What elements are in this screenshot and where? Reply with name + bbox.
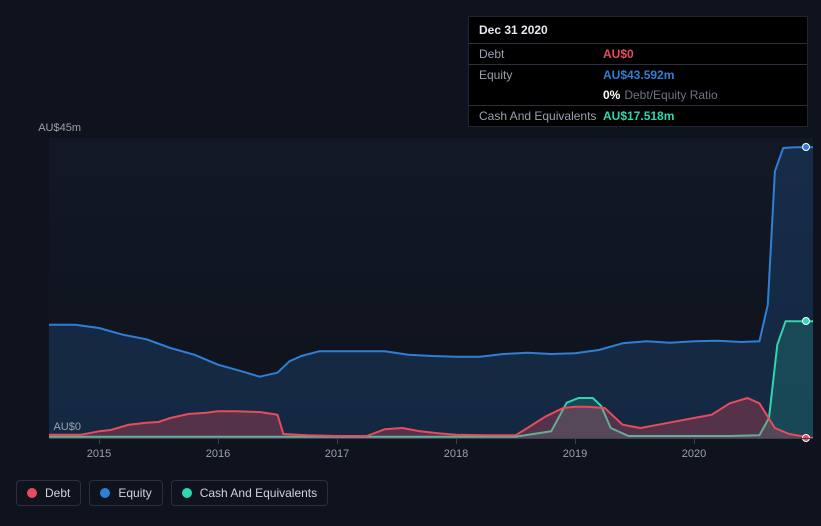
tooltip-row-label: Debt	[479, 47, 603, 61]
tooltip-ratio-pct: 0%	[603, 88, 620, 102]
tooltip-cash-row: Cash And Equivalents AU$17.518m	[469, 106, 807, 126]
tooltip-cash-label: Cash And Equivalents	[479, 109, 603, 123]
y-axis-label-max: AU$45m	[21, 122, 81, 134]
tooltip-cash-value: AU$17.518m	[603, 109, 674, 123]
tooltip-ratio-spacer	[479, 88, 603, 102]
x-axis-label: 2019	[563, 448, 587, 460]
x-axis-label: 2020	[682, 448, 706, 460]
series-area-equity	[49, 147, 813, 438]
legend-item-cash[interactable]: Cash And Equivalents	[171, 480, 328, 506]
x-axis-label: 2017	[325, 448, 349, 460]
x-axis-tick	[337, 438, 338, 444]
x-axis-label: 2018	[444, 448, 468, 460]
tooltip-ratio-suffix: Debt/Equity Ratio	[624, 88, 717, 102]
legend-item-equity[interactable]: Equity	[89, 480, 162, 506]
y-axis-label-min: AU$0	[21, 421, 81, 433]
legend-item-debt[interactable]: Debt	[16, 480, 81, 506]
x-axis-line	[49, 438, 813, 439]
x-axis-tick	[694, 438, 695, 444]
tooltip-row-value: AU$0	[603, 47, 634, 61]
legend-label: Equity	[118, 486, 151, 500]
chart-legend: Debt Equity Cash And Equivalents	[16, 480, 328, 506]
tooltip-row-value: AU$43.592m	[603, 68, 674, 82]
x-axis-label: 2015	[87, 448, 111, 460]
series-end-marker-cash	[802, 317, 810, 325]
x-axis-tick	[456, 438, 457, 444]
legend-swatch-debt	[27, 488, 37, 498]
x-axis-tick	[575, 438, 576, 444]
tooltip-row: DebtAU$0	[469, 44, 807, 65]
tooltip-row-label: Equity	[479, 68, 603, 82]
series-end-marker-equity	[802, 143, 810, 151]
tooltip-ratio-row: 0% Debt/Equity Ratio	[469, 85, 807, 106]
y-axis-label-min-text: AU$0	[53, 421, 81, 433]
tooltip-date: Dec 31 2020	[469, 17, 807, 44]
tooltip-row: EquityAU$43.592m	[469, 65, 807, 85]
x-axis-label: 2016	[206, 448, 230, 460]
legend-swatch-cash	[182, 488, 192, 498]
legend-swatch-equity	[100, 488, 110, 498]
legend-label: Cash And Equivalents	[200, 486, 317, 500]
x-axis-tick	[218, 438, 219, 444]
chart-tooltip: Dec 31 2020 DebtAU$0EquityAU$43.592m 0% …	[468, 16, 808, 127]
y-axis-label-max-text: AU$45m	[38, 122, 81, 134]
legend-label: Debt	[45, 486, 70, 500]
x-axis-tick	[99, 438, 100, 444]
